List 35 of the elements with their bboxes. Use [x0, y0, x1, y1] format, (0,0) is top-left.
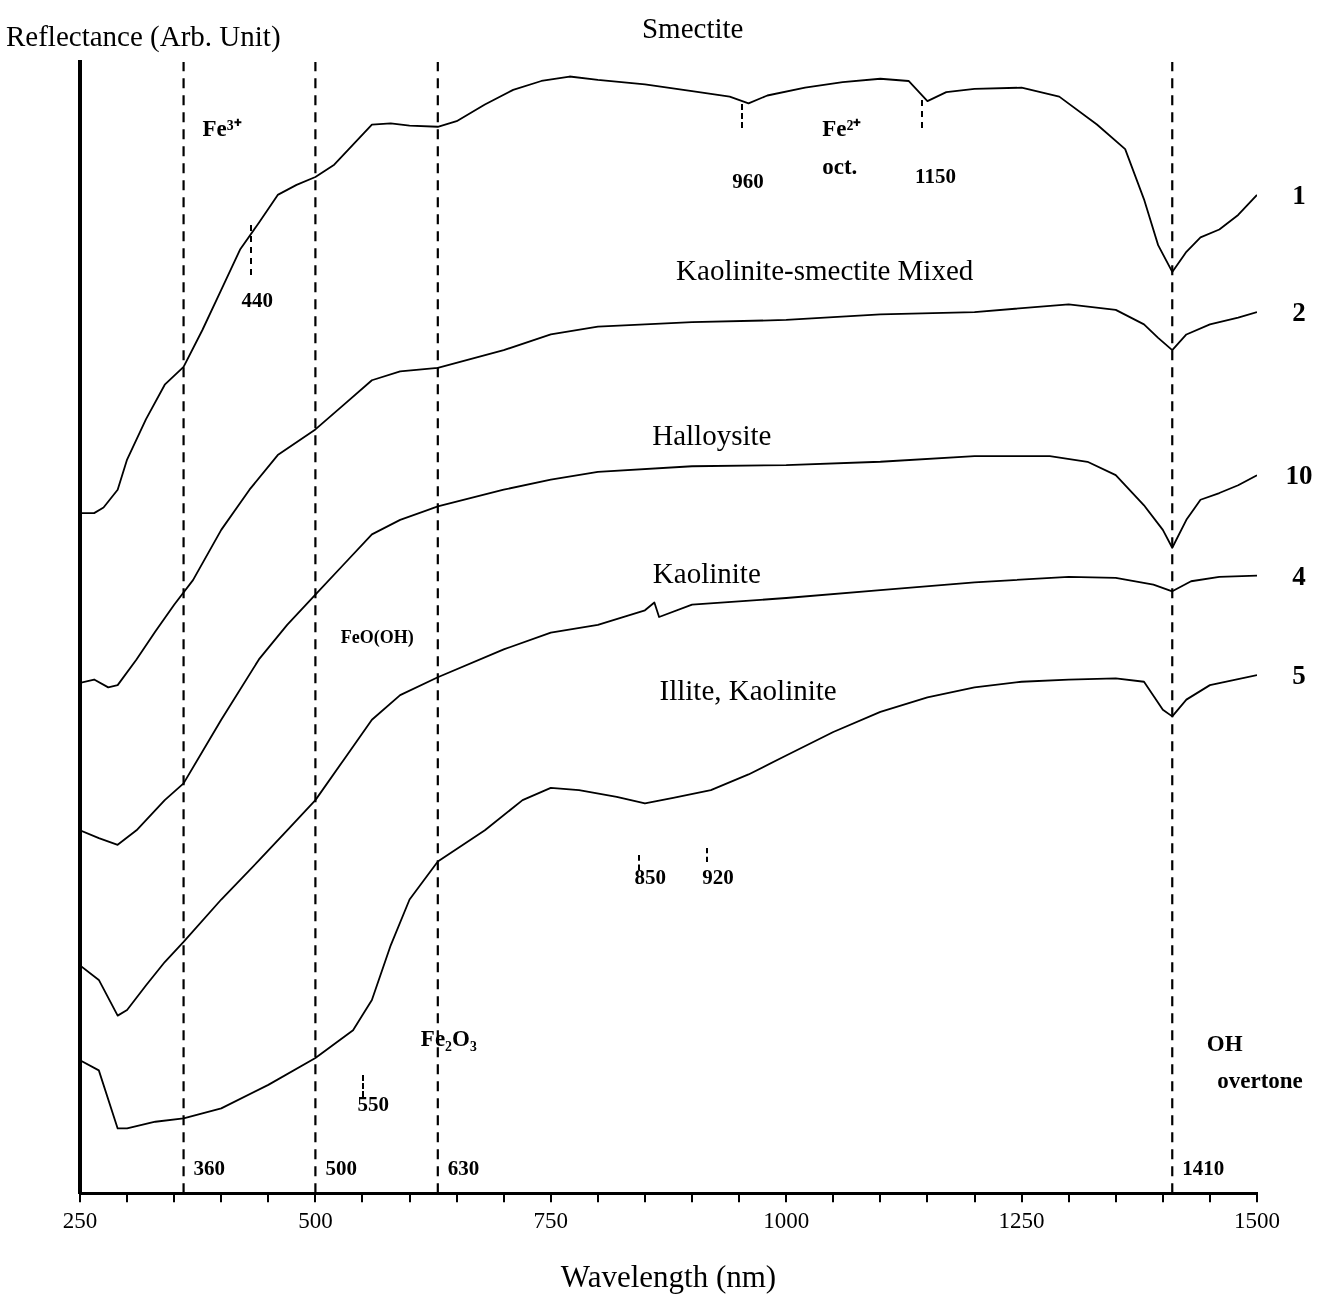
- ref-line-label: 1410: [1182, 1155, 1225, 1180]
- x-tick-label: 1000: [763, 1208, 810, 1234]
- annotation: Kaolinite: [652, 556, 761, 589]
- series-label: 10: [1285, 460, 1313, 491]
- series-label: 2: [1292, 297, 1306, 328]
- annotation: 1150: [915, 164, 956, 189]
- annotation: OH: [1206, 1031, 1243, 1057]
- annotation: Fe³⁺: [202, 115, 242, 141]
- ref-line-label: 630: [447, 1155, 480, 1180]
- x-tick-label: 250: [62, 1208, 98, 1234]
- x-axis-title: Wavelength (nm): [560, 1258, 777, 1294]
- annotation: 920: [702, 864, 734, 889]
- annotation: 550: [357, 1091, 389, 1116]
- annotation: oct.: [822, 153, 858, 179]
- ref-line-label: 360: [193, 1155, 226, 1180]
- series-label: 5: [1292, 660, 1306, 691]
- annotation: Kaolinite-smectite Mixed: [676, 253, 974, 286]
- y-axis-title: Reflectance (Arb. Unit): [6, 19, 281, 53]
- annotation: Halloysite: [652, 418, 772, 451]
- annotation: FeO(OH): [340, 626, 414, 648]
- annotation: Illite, Kaolinite: [659, 673, 837, 706]
- annotation: 440: [241, 288, 274, 313]
- ref-line-label: 500: [325, 1155, 357, 1180]
- annotation: 850: [634, 864, 667, 889]
- x-tick-label: 500: [298, 1208, 333, 1234]
- annotation: 960: [732, 169, 764, 194]
- text: Smectite: [641, 11, 744, 44]
- x-tick-label: 1250: [998, 1208, 1045, 1234]
- series-label: 1: [1292, 179, 1306, 210]
- annotation: Fe₂O₃: [420, 1026, 477, 1052]
- annotation: overtone: [1217, 1068, 1303, 1094]
- annotation: Fe²⁺: [822, 115, 862, 141]
- x-tick-label: 750: [533, 1208, 569, 1234]
- x-tick-label: 1500: [1234, 1208, 1280, 1234]
- series-label: 4: [1292, 560, 1306, 591]
